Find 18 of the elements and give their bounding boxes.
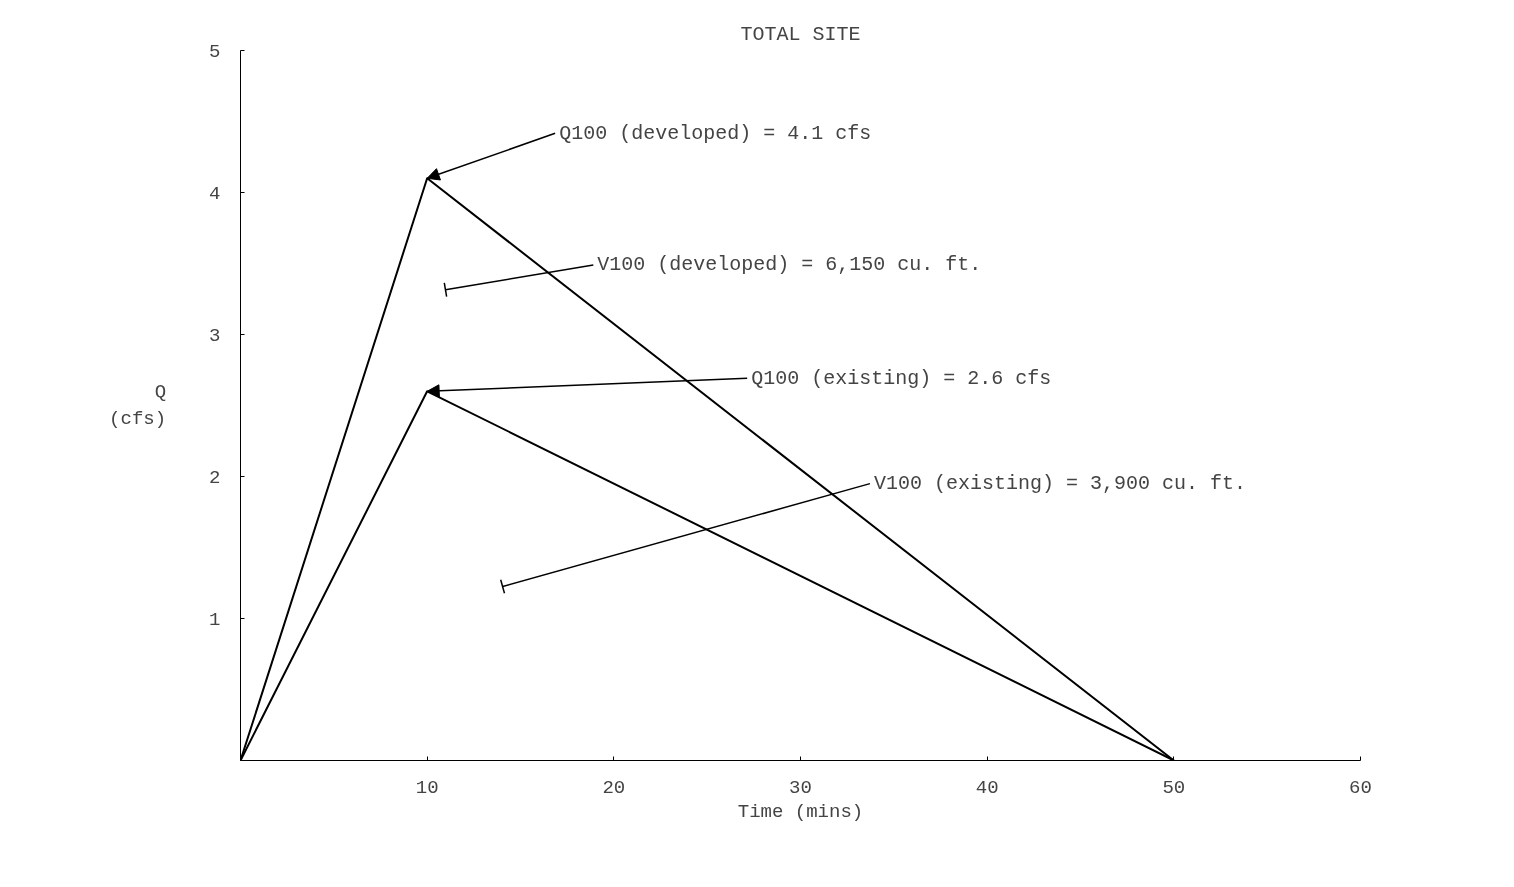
y-axis-title: Q (cfs): [109, 381, 167, 430]
y-tick-label: 5: [209, 40, 221, 63]
y-tick-label: 4: [209, 182, 221, 205]
y-tick-label: 3: [209, 324, 221, 347]
x-tick-label: 50: [1162, 776, 1186, 799]
x-tick-label: 40: [975, 776, 999, 799]
x-tick-label: 20: [602, 776, 626, 799]
y-tick-label: 1: [209, 608, 221, 631]
annotation: V100 (existing) = 3,900 cu. ft.: [873, 472, 1246, 496]
x-tick-label: 60: [1349, 776, 1372, 799]
chart-title: TOTAL SITE: [740, 22, 861, 46]
y-tick-label: 2: [209, 466, 221, 489]
x-tick-label: 30: [789, 776, 812, 799]
x-tick-label: 10: [415, 776, 439, 799]
x-axis-title: Time (mins): [737, 800, 864, 823]
annotation: V100 (developed) = 6,150 cu. ft.: [597, 253, 982, 277]
annotation: Q100 (existing) = 2.6 cfs: [751, 366, 1052, 390]
annotation: Q100 (developed) = 4.1 cfs: [559, 121, 872, 145]
